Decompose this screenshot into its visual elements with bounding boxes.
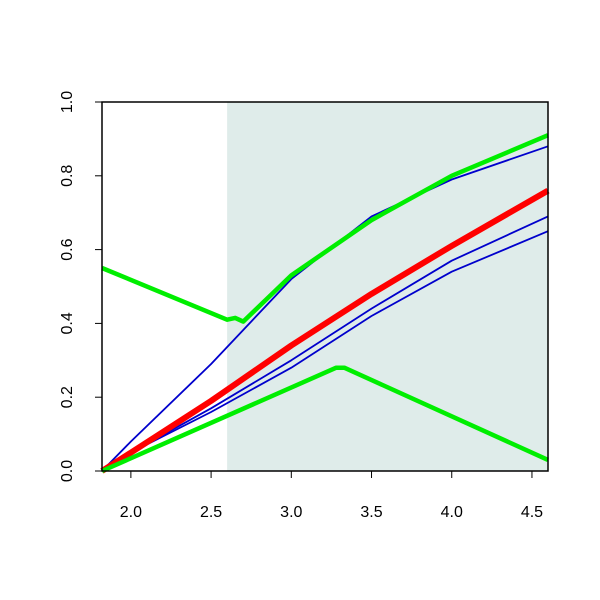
y-tick-label: 0.0 [59,460,76,482]
y-tick-label: 1.0 [59,91,76,113]
x-tick-label: 2.5 [200,504,222,521]
line [101,145,549,472]
x-tick-label: 3.5 [360,504,382,521]
y-tick-label: 0.6 [59,238,76,260]
x-tick-label: 4.5 [521,504,543,521]
x-tick-label: 2.0 [120,504,142,521]
line [100,187,550,474]
plot-frame [101,101,549,472]
line [101,365,549,474]
x-tick-label: 3.0 [280,504,302,521]
y-tick-label: 0.4 [59,312,76,334]
x-tick-label: 4.0 [441,504,463,521]
y-tick-label: 0.2 [59,386,76,408]
line [101,133,549,324]
y-tick-label: 0.8 [59,165,76,187]
